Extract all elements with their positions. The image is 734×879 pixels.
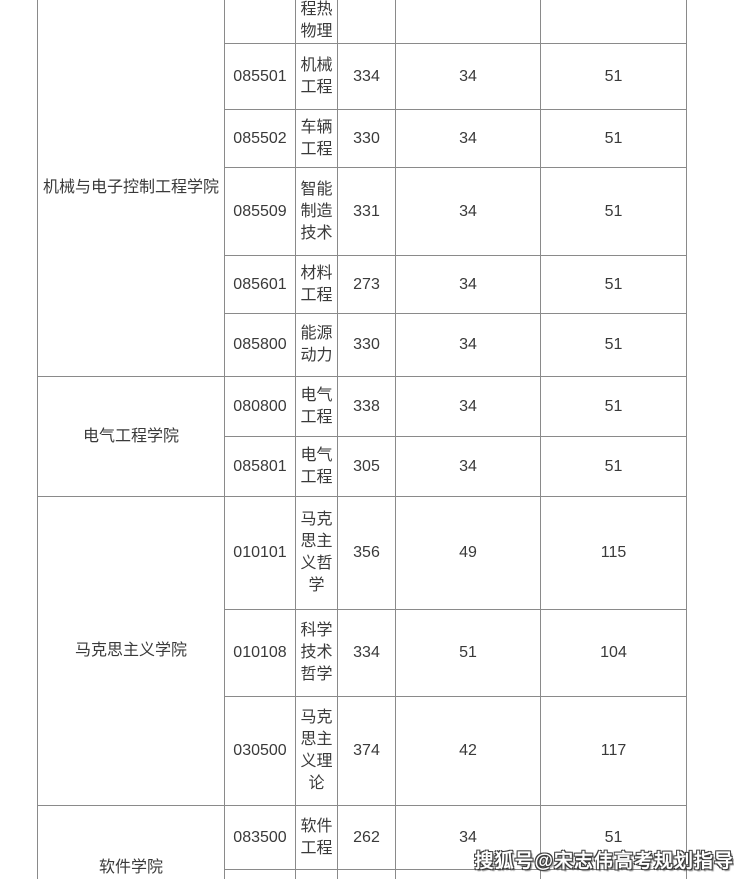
major-cell: 材料工程 xyxy=(295,255,338,314)
code-cell: 030500 xyxy=(224,696,296,806)
score-cell: 356 xyxy=(337,496,396,610)
table-row: 机械与电子控制工程学院 程热物理 xyxy=(37,0,687,377)
code-cell: 080800 xyxy=(224,376,296,437)
major-cell: 车辆工程 xyxy=(295,109,338,168)
major-cell xyxy=(295,869,338,879)
college-cell: 软件学院 xyxy=(37,805,225,879)
code-cell: 085509 xyxy=(224,167,296,256)
major-cell: 能源动力 xyxy=(295,313,338,377)
score-cell: 330 xyxy=(337,313,396,377)
value-cell: 34 xyxy=(395,43,541,110)
value-cell: 51 xyxy=(540,43,687,110)
code-cell xyxy=(224,0,296,44)
table-row: 085601 材料工程 273 34 51 xyxy=(38,255,687,314)
value-cell: 51 xyxy=(540,436,687,497)
table-row: 软件学院 083500 软件工程 262 34 51 xyxy=(37,805,687,879)
code-cell: 085502 xyxy=(224,109,296,168)
major-cell: 智能制造技术 xyxy=(295,167,338,256)
value-cell: 51 xyxy=(540,255,687,314)
table-row: 085509 智能制造技术 331 34 51 xyxy=(38,167,687,256)
value-cell: 34 xyxy=(395,436,541,497)
college-cell: 马克思主义学院 xyxy=(37,496,225,806)
major-cell: 程热物理 xyxy=(295,0,338,44)
value-cell: 34 xyxy=(395,376,541,437)
code-cell: 085601 xyxy=(224,255,296,314)
value-cell: 34 xyxy=(395,313,541,377)
major-cell: 马克思主义理论 xyxy=(295,696,338,806)
value-cell: 34 xyxy=(395,167,541,256)
value-cell: 117 xyxy=(540,696,687,806)
value-cell xyxy=(540,869,687,879)
sohu-watermark: 搜狐号@宋志伟高考规划指导 xyxy=(474,851,734,872)
score-cell: 338 xyxy=(337,376,396,437)
table-row: 马克思主义学院 010101 马克思主义哲学 356 49 115 xyxy=(37,496,687,806)
table-row xyxy=(38,869,687,879)
major-cell: 机械工程 xyxy=(295,43,338,110)
value-cell: 34 xyxy=(395,255,541,314)
table-wrap: 机械与电子控制工程学院 程热物理 085501 机械工程 334 34 51 0… xyxy=(37,0,687,879)
table-row: 085502 车辆工程 330 34 51 xyxy=(38,109,687,168)
value-cell xyxy=(395,0,541,44)
code-cell: 083500 xyxy=(224,805,296,870)
major-cell: 电气工程 xyxy=(295,376,338,437)
score-cell: 305 xyxy=(337,436,396,497)
college-cell: 电气工程学院 xyxy=(37,376,225,497)
value-cell xyxy=(540,0,687,44)
value-cell: 51 xyxy=(540,167,687,256)
table-row: 085800 能源动力 330 34 51 xyxy=(38,313,687,377)
table-row: 030500 马克思主义理论 374 42 117 xyxy=(38,696,687,806)
score-cell: 331 xyxy=(337,167,396,256)
score-cell: 334 xyxy=(337,609,396,697)
table-row: 085801 电气工程 305 34 51 xyxy=(38,436,687,497)
value-cell: 115 xyxy=(540,496,687,610)
score-cell: 262 xyxy=(337,805,396,870)
code-cell xyxy=(224,869,296,879)
value-cell: 51 xyxy=(540,313,687,377)
major-cell: 科学技术哲学 xyxy=(295,609,338,697)
code-cell: 085801 xyxy=(224,436,296,497)
score-cell: 273 xyxy=(337,255,396,314)
admission-score-table: 机械与电子控制工程学院 程热物理 085501 机械工程 334 34 51 0… xyxy=(37,0,687,879)
score-cell: 334 xyxy=(337,43,396,110)
code-cell: 085501 xyxy=(224,43,296,110)
score-cell xyxy=(337,0,396,44)
score-cell: 330 xyxy=(337,109,396,168)
value-cell: 51 xyxy=(540,109,687,168)
score-cell: 374 xyxy=(337,696,396,806)
value-cell: 51 xyxy=(540,805,687,870)
score-cell xyxy=(337,869,396,879)
code-cell: 010108 xyxy=(224,609,296,697)
table-row: 085501 机械工程 334 34 51 xyxy=(38,43,687,110)
value-cell: 51 xyxy=(540,376,687,437)
major-cell: 电气工程 xyxy=(295,436,338,497)
table-row: 010108 科学技术哲学 334 51 104 xyxy=(38,609,687,697)
value-cell: 104 xyxy=(540,609,687,697)
major-cell: 软件工程 xyxy=(295,805,338,870)
college-cell: 机械与电子控制工程学院 xyxy=(37,0,225,377)
table-row: 电气工程学院 080800 电气工程 338 34 51 xyxy=(37,376,687,497)
code-cell: 010101 xyxy=(224,496,296,610)
value-cell: 49 xyxy=(395,496,541,610)
value-cell: 34 xyxy=(395,805,541,870)
value-cell: 42 xyxy=(395,696,541,806)
code-cell: 085800 xyxy=(224,313,296,377)
major-cell: 马克思主义哲学 xyxy=(295,496,338,610)
value-cell: 34 xyxy=(395,109,541,168)
value-cell: 51 xyxy=(395,609,541,697)
